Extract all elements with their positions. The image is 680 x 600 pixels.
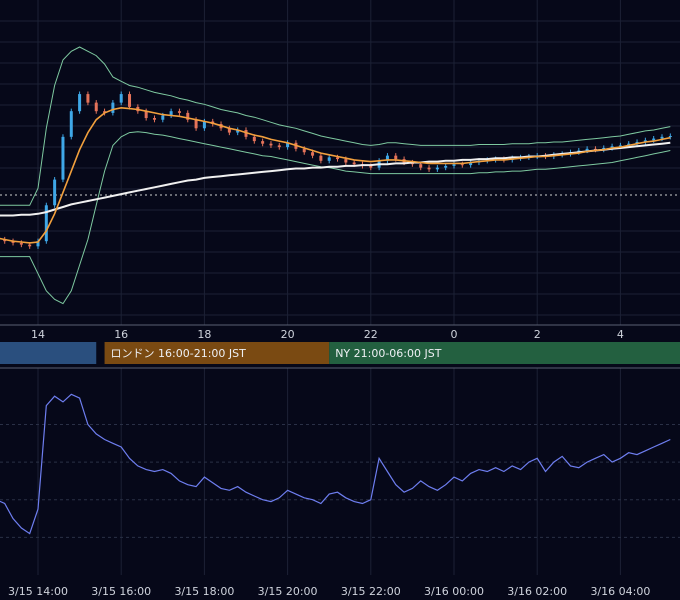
candle-body	[460, 164, 464, 166]
candle-body	[103, 111, 107, 113]
candle-body	[202, 121, 206, 129]
osc-x-tick-label: 3/15 20:00	[258, 585, 318, 598]
moving-average-long-line	[0, 141, 671, 217]
candle-body	[419, 164, 423, 168]
osc-x-tick-label: 3/15 14:00	[8, 585, 68, 598]
price-x-tick-label: 22	[364, 328, 378, 341]
candle-body	[19, 242, 23, 245]
candle-body	[111, 102, 115, 113]
candle-body	[394, 155, 398, 160]
candle-body	[261, 141, 265, 144]
osc-x-tick-label: 3/15 22:00	[341, 585, 401, 598]
bollinger-upper-band	[0, 46, 671, 206]
session-bar	[104, 342, 330, 364]
candle-body	[336, 157, 340, 160]
candle-body	[128, 94, 132, 107]
session-label: NY 21:00-06:00 JST	[335, 347, 442, 360]
candle-body	[444, 165, 448, 168]
candle-body	[44, 205, 48, 242]
candle-body	[236, 130, 240, 133]
session-label: ロンドン 16:00-21:00 JST	[111, 347, 247, 360]
candle-body	[435, 167, 439, 170]
candle-body	[144, 111, 148, 119]
oscillator-line	[0, 393, 671, 535]
candle-body	[652, 138, 656, 141]
candle-body	[427, 167, 431, 170]
candle-body	[152, 118, 156, 120]
candle-body	[643, 140, 647, 142]
session-bar	[0, 342, 97, 364]
candle-body	[277, 145, 281, 148]
candle-body	[610, 146, 614, 148]
price-x-tick-label: 4	[617, 328, 624, 341]
candle-body	[11, 241, 15, 243]
price-x-tick-label: 2	[534, 328, 541, 341]
candle-body	[369, 165, 373, 168]
candle-body	[660, 136, 664, 139]
candle-body	[385, 155, 389, 161]
candle-body	[286, 142, 290, 148]
price-x-tick-label: 20	[281, 328, 295, 341]
candle-body	[302, 148, 306, 153]
candle-body	[78, 94, 82, 112]
osc-x-tick-label: 3/16 04:00	[590, 585, 650, 598]
candle-body	[36, 241, 40, 247]
candle-body	[452, 164, 456, 166]
candle-body	[311, 152, 315, 156]
candle-body	[94, 102, 98, 112]
price-x-tick-label: 16	[114, 328, 128, 341]
candle-body	[618, 145, 622, 147]
candle-body	[269, 143, 273, 146]
osc-x-tick-label: 3/16 00:00	[424, 585, 484, 598]
candle-body	[344, 159, 348, 163]
candle-body	[186, 112, 190, 120]
candle-body	[227, 128, 231, 133]
candle-body	[252, 136, 256, 142]
candle-body	[194, 119, 198, 129]
candle-body	[177, 111, 181, 113]
candle-body	[169, 111, 173, 116]
candle-body	[635, 141, 639, 144]
candle-body	[53, 179, 57, 206]
candle-body	[119, 94, 123, 103]
candle-body	[86, 94, 90, 103]
osc-x-tick-label: 3/16 02:00	[507, 585, 567, 598]
candle-body	[161, 115, 165, 120]
candle-body	[668, 135, 672, 137]
candle-body	[3, 239, 7, 242]
candle-body	[28, 244, 32, 247]
candle-body	[69, 111, 73, 137]
candle-body	[585, 148, 589, 151]
candle-body	[352, 162, 356, 165]
candle-body	[593, 148, 597, 150]
price-x-tick-label: 18	[197, 328, 211, 341]
candle-body	[61, 136, 65, 180]
moving-average-short-line	[0, 106, 671, 244]
bollinger-lower-band	[0, 131, 671, 305]
price-x-tick-label: 0	[451, 328, 458, 341]
osc-x-tick-label: 3/15 16:00	[91, 585, 151, 598]
candle-body	[627, 143, 631, 146]
osc-x-tick-label: 3/15 18:00	[174, 585, 234, 598]
price-x-tick-label: 14	[31, 328, 45, 341]
candle-body	[327, 157, 331, 161]
session-bar	[329, 342, 680, 364]
candle-body	[469, 162, 473, 166]
candle-body	[319, 155, 323, 161]
